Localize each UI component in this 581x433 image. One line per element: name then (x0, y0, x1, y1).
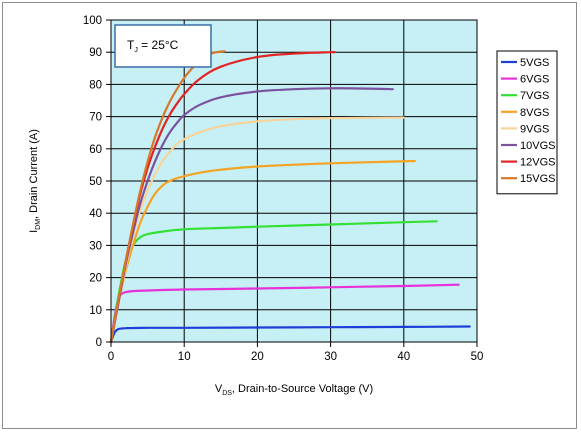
y-tick-label: 80 (89, 79, 102, 91)
legend-label-7vgs: 7VGS (520, 90, 549, 102)
legend-label-6vgs: 6VGS (520, 74, 549, 86)
x-axis-title: VDS, Drain-to-Source Voltage (V) (215, 383, 373, 397)
series-lines (109, 50, 471, 344)
y-tick-label: 60 (89, 144, 102, 156)
y-tick-label: 20 (89, 273, 102, 285)
annotation-text: TJ = 25°C (127, 38, 179, 54)
annotation-box (114, 24, 212, 68)
y-tick-label: 40 (89, 208, 102, 220)
tick-labels: 0 10 20 30 40 50 0 10 20 30 40 50 60 70 80 90 100 (83, 15, 484, 363)
y-tick-label: 50 (89, 176, 102, 188)
series-line-5vgs (109, 325, 471, 344)
y-tick-label: 100 (83, 15, 102, 27)
series-line-10vgs (109, 87, 394, 344)
grid (110, 19, 478, 343)
legend-label-5vgs: 5VGS (520, 57, 549, 69)
legend-label-15vgs: 15VGS (520, 173, 555, 185)
drain-current-chart: 0 10 20 30 40 50 0 10 20 30 40 50 60 70 80 90 100 TJ = 2… (28, 15, 558, 397)
x-tick-label: 30 (324, 351, 337, 363)
y-tick-label: 0 (96, 337, 102, 349)
legend: 5VGS 6VGS 7VGS 8VGS 9VGS 10VGS 12VGS 15VGS (496, 50, 558, 195)
y-tick-label: 90 (89, 47, 102, 59)
legend-box (496, 50, 558, 195)
x-tick-label: 50 (471, 351, 484, 363)
chart-frame: 0 10 20 30 40 50 0 10 20 30 40 50 60 70 80 90 100 TJ = 2… (2, 2, 577, 429)
legend-label-9vgs: 9VGS (520, 123, 549, 135)
y-tick-label: 70 (89, 112, 102, 124)
legend-label-8vgs: 8VGS (520, 107, 549, 119)
y-tick-label: 30 (89, 240, 102, 252)
y-axis-title: IDM, Drain Current (A) (28, 129, 42, 233)
x-tick-label: 0 (108, 351, 114, 363)
x-tick-label: 10 (178, 351, 191, 363)
x-tick-label: 40 (397, 351, 410, 363)
temperature-annotation: TJ = 25°C (114, 24, 212, 68)
x-tick-label: 20 (251, 351, 264, 363)
legend-label-12vgs: 12VGS (520, 157, 555, 169)
series-line-8vgs (109, 159, 416, 344)
y-tick-label: 10 (89, 305, 102, 317)
legend-label-10vgs: 10VGS (520, 140, 555, 152)
